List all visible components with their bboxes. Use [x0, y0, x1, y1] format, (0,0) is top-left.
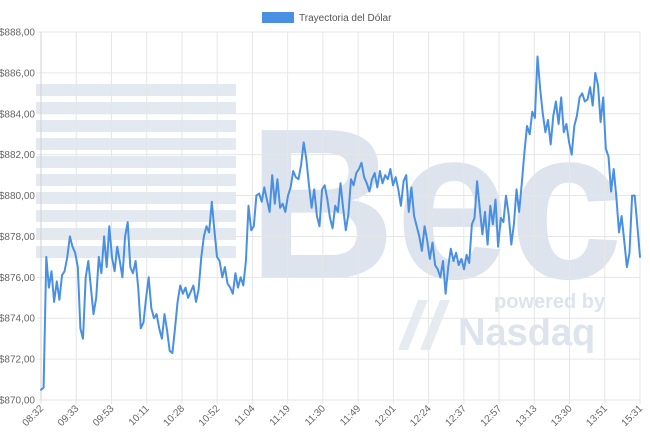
- x-tick-label: 12:24: [408, 403, 434, 429]
- y-tick-label: $884,00: [0, 109, 35, 120]
- y-tick-label: $876,00: [0, 273, 35, 284]
- x-tick-label: 13:51: [584, 403, 610, 429]
- chart-legend[interactable]: Trayectoria del Dólar: [262, 12, 392, 24]
- watermark-brand: Bec: [248, 83, 623, 324]
- y-tick-label: $870,00: [0, 396, 35, 407]
- y-tick-label: $880,00: [0, 191, 35, 202]
- x-tick-label: 09:53: [91, 403, 117, 429]
- x-tick-label: 12:01: [373, 403, 399, 429]
- x-tick-label: 13:13: [514, 403, 540, 429]
- x-tick-label: 11:19: [268, 403, 293, 428]
- y-tick-label: $878,00: [0, 232, 35, 243]
- y-tick-label: $882,00: [0, 150, 35, 161]
- x-axis: 08:32 09:33 09:53 10:11 10:28 10:52 11:04 11:19…: [21, 403, 646, 429]
- legend-swatch: [262, 12, 294, 23]
- x-tick-label: 11:49: [338, 403, 363, 428]
- x-tick-label: 11:30: [303, 403, 328, 428]
- y-tick-label: $886,00: [0, 68, 35, 79]
- nasdaq-logo-icon: [398, 300, 450, 350]
- x-tick-label: 08:32: [21, 403, 47, 429]
- x-tick-label: 09:33: [56, 403, 82, 429]
- x-tick-label: 10:52: [197, 403, 223, 429]
- x-tick-label: 12:37: [443, 403, 469, 429]
- x-tick-label: 12:57: [479, 403, 505, 429]
- x-tick-label: 11:04: [233, 403, 258, 428]
- legend-label: Trayectoria del Dólar: [299, 13, 392, 24]
- y-tick-label: $874,00: [0, 314, 35, 325]
- x-tick-label: 10:28: [162, 403, 188, 429]
- watermark-partner: Nasdaq: [458, 312, 595, 354]
- series-line: [40, 55, 641, 391]
- x-tick-label: 10:11: [127, 403, 152, 428]
- series-trayectoria-dolar: [40, 55, 641, 391]
- x-tick-label: 13:30: [549, 403, 575, 429]
- watermark-powered-by: powered by: [494, 291, 606, 313]
- chart-grid: [37, 31, 641, 404]
- x-tick-label: 15:31: [620, 403, 646, 429]
- y-tick-label: $872,00: [0, 355, 35, 366]
- y-axis: $888,00 $886,00 $884,00 $882,00 $880,00 $878,…: [0, 28, 35, 407]
- y-tick-label: $888,00: [0, 28, 35, 39]
- bec-stripes-icon: [36, 84, 236, 258]
- bec-watermark-logo: Bec powered by Nasdaq: [36, 83, 623, 354]
